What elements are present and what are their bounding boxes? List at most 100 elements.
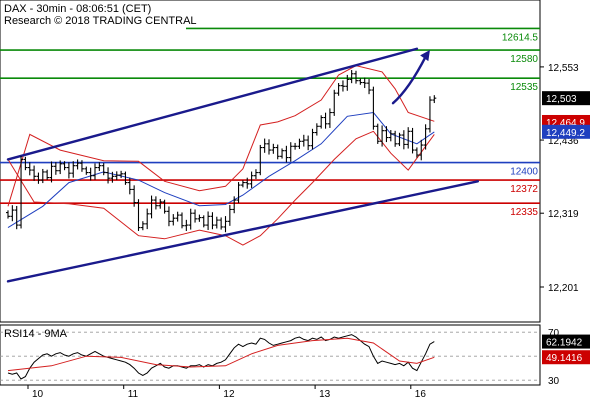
price-bar <box>401 130 406 150</box>
price-bar <box>414 147 419 158</box>
rsi-lines <box>7 334 435 380</box>
trend-channel <box>6 47 479 283</box>
price-bar <box>354 70 358 84</box>
price-bar <box>306 135 311 151</box>
price-bar <box>240 180 245 188</box>
main-panel: 12614.5 12580 12535 12400 12372 12335 DAX - 3… <box>0 0 541 323</box>
price-bar <box>66 162 71 179</box>
price-bar <box>145 208 150 230</box>
price-bar <box>275 144 280 160</box>
price-axis-label: 12,436 <box>548 136 579 147</box>
price-bar <box>206 211 211 230</box>
price-bar <box>58 160 63 175</box>
price-bar <box>288 142 293 162</box>
level-label-0: 12614.5 <box>502 32 539 43</box>
price-bar <box>388 130 393 142</box>
price-axis-label: 12,319 <box>548 209 579 220</box>
price-bar <box>249 171 254 188</box>
price-bar <box>297 138 302 149</box>
price-bar <box>393 130 398 147</box>
price-bar <box>71 161 76 178</box>
price-tag-label: 12,464.9 <box>546 118 585 129</box>
time-axis-label: 16 <box>415 389 427 400</box>
price-axis-label: 12,201 <box>548 283 579 294</box>
rsi-axis-label: 30 <box>548 376 560 387</box>
price-bar <box>158 198 163 209</box>
price-bar <box>166 206 171 227</box>
price-bar <box>314 123 319 136</box>
price-bar <box>406 127 411 149</box>
price-bar <box>410 127 415 154</box>
price-bar <box>362 77 367 89</box>
price-bar <box>332 89 337 116</box>
level-labels: 12614.5 12580 12535 12400 12372 12335 <box>502 32 539 218</box>
price-bar <box>258 144 263 176</box>
price-bar <box>62 161 67 171</box>
horizontal-levels <box>0 27 540 205</box>
price-bar <box>6 210 10 219</box>
price-bar <box>53 162 58 175</box>
price-bar <box>84 166 89 175</box>
bollinger-lower-line <box>7 130 435 246</box>
price-tag-box <box>542 91 590 106</box>
price-bar <box>384 126 389 143</box>
price-bar <box>214 216 219 229</box>
price-bar <box>45 169 50 180</box>
price-bar <box>280 148 285 159</box>
time-axis-label: 10 <box>32 389 44 400</box>
price-bar <box>323 112 328 129</box>
price-axis: 12,201 12,319 12,436 12,553 <box>540 63 579 294</box>
price-bar <box>193 209 198 223</box>
price-bar <box>19 156 24 229</box>
price-bar <box>432 95 437 104</box>
rsi-tags: 62.1942 49.1416 <box>542 334 590 365</box>
price-tag-box <box>542 124 590 139</box>
price-bar <box>358 78 363 85</box>
arrow-shaft <box>391 54 428 105</box>
price-bar <box>197 214 202 222</box>
time-axis-label: 13 <box>319 389 331 400</box>
main-panel-frame <box>0 0 541 323</box>
price-bar <box>119 170 124 179</box>
rsi-tag-box <box>542 334 590 349</box>
price-bar <box>236 182 241 204</box>
price-bar <box>284 145 289 163</box>
chart-title: DAX - 30min - 08:06:51 (CET) <box>4 3 151 15</box>
price-bar <box>149 195 154 219</box>
price-bar <box>106 167 111 184</box>
price-tags: 12,503 12,464.912,449.2 <box>542 91 590 139</box>
price-bar <box>88 167 93 181</box>
price-bar <box>140 221 145 231</box>
price-bar <box>127 177 132 195</box>
price-bar <box>114 171 119 181</box>
price-bar <box>75 159 80 170</box>
rsi-panel-frame <box>0 324 541 386</box>
chart-subtitle: Research © 2018 TRADING CENTRAL <box>4 15 197 27</box>
price-bar <box>367 79 372 95</box>
rsi-axis-label: 70 <box>548 328 560 339</box>
level-label-4: 12372 <box>510 184 538 195</box>
price-bar <box>184 219 189 231</box>
rsi-tag-box <box>542 350 590 365</box>
channel-lower-line <box>6 180 479 283</box>
price-bar <box>180 212 184 229</box>
price-bar <box>245 177 250 189</box>
price-bar <box>301 134 306 147</box>
bollinger-upper-line <box>7 65 435 207</box>
price-bar <box>349 70 354 84</box>
level-label-2: 12535 <box>510 82 538 93</box>
price-bar <box>423 124 428 150</box>
price-bar <box>132 185 137 207</box>
time-axis: 10 11 12 13 16 <box>27 385 427 400</box>
price-bar <box>23 156 28 171</box>
price-axis-label: 12,553 <box>548 63 579 74</box>
price-tag-label: 12,503 <box>546 94 577 105</box>
price-bar <box>123 171 128 185</box>
channel-upper-line <box>6 47 419 161</box>
price-bar <box>110 171 115 183</box>
price-bar <box>293 142 298 150</box>
price-bar <box>262 138 267 153</box>
price-bar <box>232 196 237 214</box>
price-bar <box>336 83 341 96</box>
